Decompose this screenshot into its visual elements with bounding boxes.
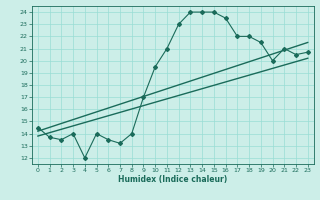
- X-axis label: Humidex (Indice chaleur): Humidex (Indice chaleur): [118, 175, 228, 184]
